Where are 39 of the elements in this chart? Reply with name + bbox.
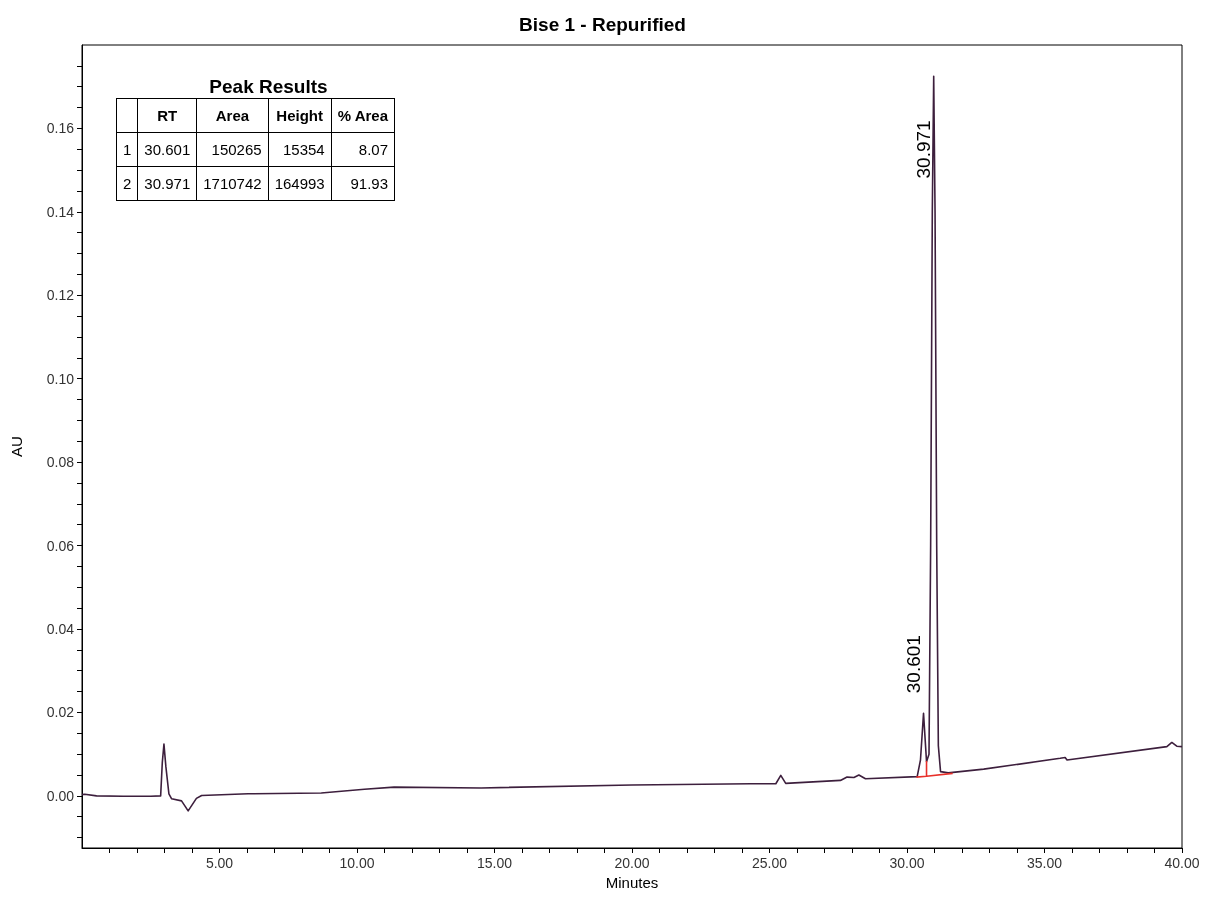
y-tick-label: 0.08: [46, 454, 75, 471]
annotation: 164993: [268, 166, 332, 201]
line-series: [81, 75, 1183, 812]
annotation: 30.601: [137, 132, 197, 167]
annotation: % Area: [331, 98, 395, 133]
x-tick-label: 20.00: [614, 855, 650, 871]
x-tick-label: 35.00: [1026, 855, 1063, 871]
annotation: 150265: [196, 132, 269, 167]
annotation: Height: [268, 98, 332, 133]
annotation: Area: [196, 98, 269, 133]
y-tick-label: 0.16: [46, 120, 75, 137]
annotation: 91.93: [331, 166, 395, 201]
annotation: 8.07: [331, 132, 395, 167]
y-tick-label: 0.06: [46, 537, 75, 554]
y-tick-label: 0.02: [46, 704, 75, 721]
y-axis-title: AU: [8, 436, 25, 457]
x-axis-title: Minutes: [605, 873, 659, 891]
x-tick-label: 15.00: [476, 855, 513, 871]
annotation: Peak Results: [208, 76, 329, 98]
chart-title: Bise 1 - Repurified: [519, 14, 686, 35]
annotation: RT: [137, 98, 197, 133]
x-tick-label: 40.00: [1164, 855, 1200, 871]
annotation: 15354: [268, 132, 332, 167]
annotation: 1: [116, 132, 138, 167]
annotation: 30.971: [913, 120, 935, 179]
y-tick-label: 0.10: [46, 370, 75, 387]
annotation: 30.971: [137, 166, 197, 201]
y-tick-label: 0.00: [46, 787, 75, 804]
x-tick-label: 5.00: [205, 855, 234, 871]
x-tick-label: 25.00: [751, 855, 788, 871]
annotation: 2: [116, 166, 138, 201]
y-tick-label: 0.04: [46, 621, 75, 637]
y-tick-label: 0.12: [46, 287, 75, 304]
x-tick-label: 30.00: [889, 855, 925, 871]
annotation: 1710742: [196, 166, 269, 201]
line-series: [915, 760, 954, 778]
x-tick-label: 10.00: [339, 855, 375, 871]
y-tick-label: 0.14: [46, 203, 75, 220]
annotation: 30.601: [903, 635, 925, 694]
